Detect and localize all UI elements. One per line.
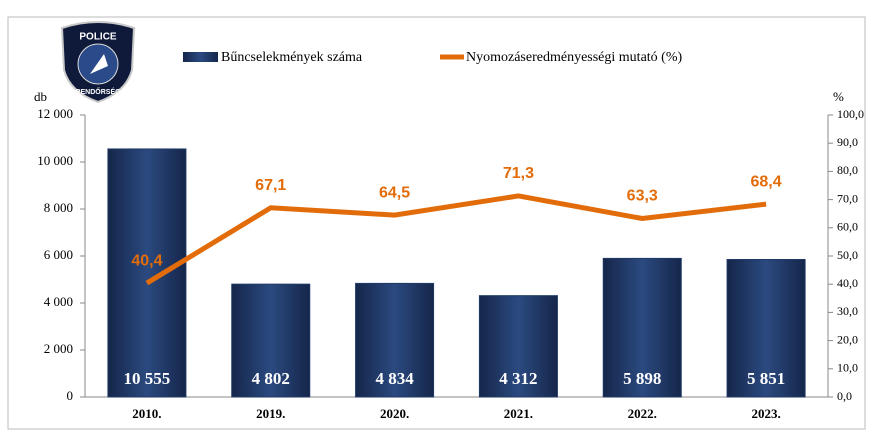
- line-value-label: 63,3: [627, 188, 658, 205]
- bar: [726, 259, 806, 398]
- bar-value-label: 4 312: [499, 369, 537, 388]
- x-tick-label: 2019.: [256, 406, 285, 421]
- line-value-label: 40,4: [131, 252, 162, 269]
- y2-axis-label: %: [833, 89, 844, 104]
- x-tick-label: 2021.: [504, 406, 533, 421]
- y-tick-label: 4 000: [44, 294, 73, 309]
- y-tick-label: 10 000: [37, 153, 73, 168]
- y2-tick-label: 30,0: [837, 304, 858, 318]
- y-tick-label: 6 000: [44, 247, 73, 262]
- logo-bottom: RENDŐRSÉG: [75, 87, 121, 96]
- bar: [355, 282, 435, 398]
- y2-tick-label: 40,0: [837, 276, 858, 290]
- bar-value-label: 10 555: [124, 369, 171, 388]
- y2-tick-label: 10,0: [837, 361, 858, 375]
- y-axis-label: db: [34, 89, 47, 104]
- x-tick-label: 2020.: [380, 406, 409, 421]
- bar-value-label: 4 802: [252, 369, 290, 388]
- x-tick-label: 2022.: [628, 406, 657, 421]
- bar: [602, 257, 682, 398]
- frame: [7, 16, 866, 430]
- bar: [107, 148, 187, 398]
- logo-top: POLICE: [79, 32, 117, 43]
- line: [145, 193, 767, 286]
- bar: [478, 295, 558, 398]
- line-value-label: 71,3: [503, 165, 534, 182]
- legend-label: Nyomozáseredményességi mutató (%): [466, 50, 682, 65]
- bar-value-label: 5 898: [623, 369, 661, 388]
- logo: POLICE RENDŐRSÉG: [60, 21, 136, 104]
- x-tick-label: 2010.: [132, 406, 161, 421]
- line-value-label: 68,4: [751, 173, 782, 190]
- line-value-label: 64,5: [379, 184, 410, 201]
- legend-swatch: [183, 52, 218, 62]
- y2-tick-label: 100,0: [837, 107, 864, 121]
- y2-tick-label: 70,0: [837, 191, 858, 205]
- line-value-label: 67,1: [255, 177, 286, 194]
- y-tick-label: 0: [67, 388, 74, 403]
- bar: [231, 283, 311, 398]
- y2-tick-label: 20,0: [837, 332, 858, 346]
- y2-tick-label: 60,0: [837, 220, 858, 234]
- y-tick-label: 8 000: [44, 200, 73, 215]
- y2-tick-label: 80,0: [837, 163, 858, 177]
- bar-value-label: 5 851: [747, 369, 785, 388]
- y2-tick-label: 0,0: [837, 389, 852, 403]
- bar-value-label: 4 834: [375, 369, 414, 388]
- y-tick-label: 2 000: [44, 341, 73, 356]
- y2-tick-label: 90,0: [837, 135, 858, 149]
- x-tick-label: 2023.: [751, 406, 780, 421]
- y2-tick-label: 50,0: [837, 248, 858, 262]
- legend-label: Bűncselekmények száma: [221, 50, 363, 65]
- y-tick-label: 12 000: [37, 106, 73, 121]
